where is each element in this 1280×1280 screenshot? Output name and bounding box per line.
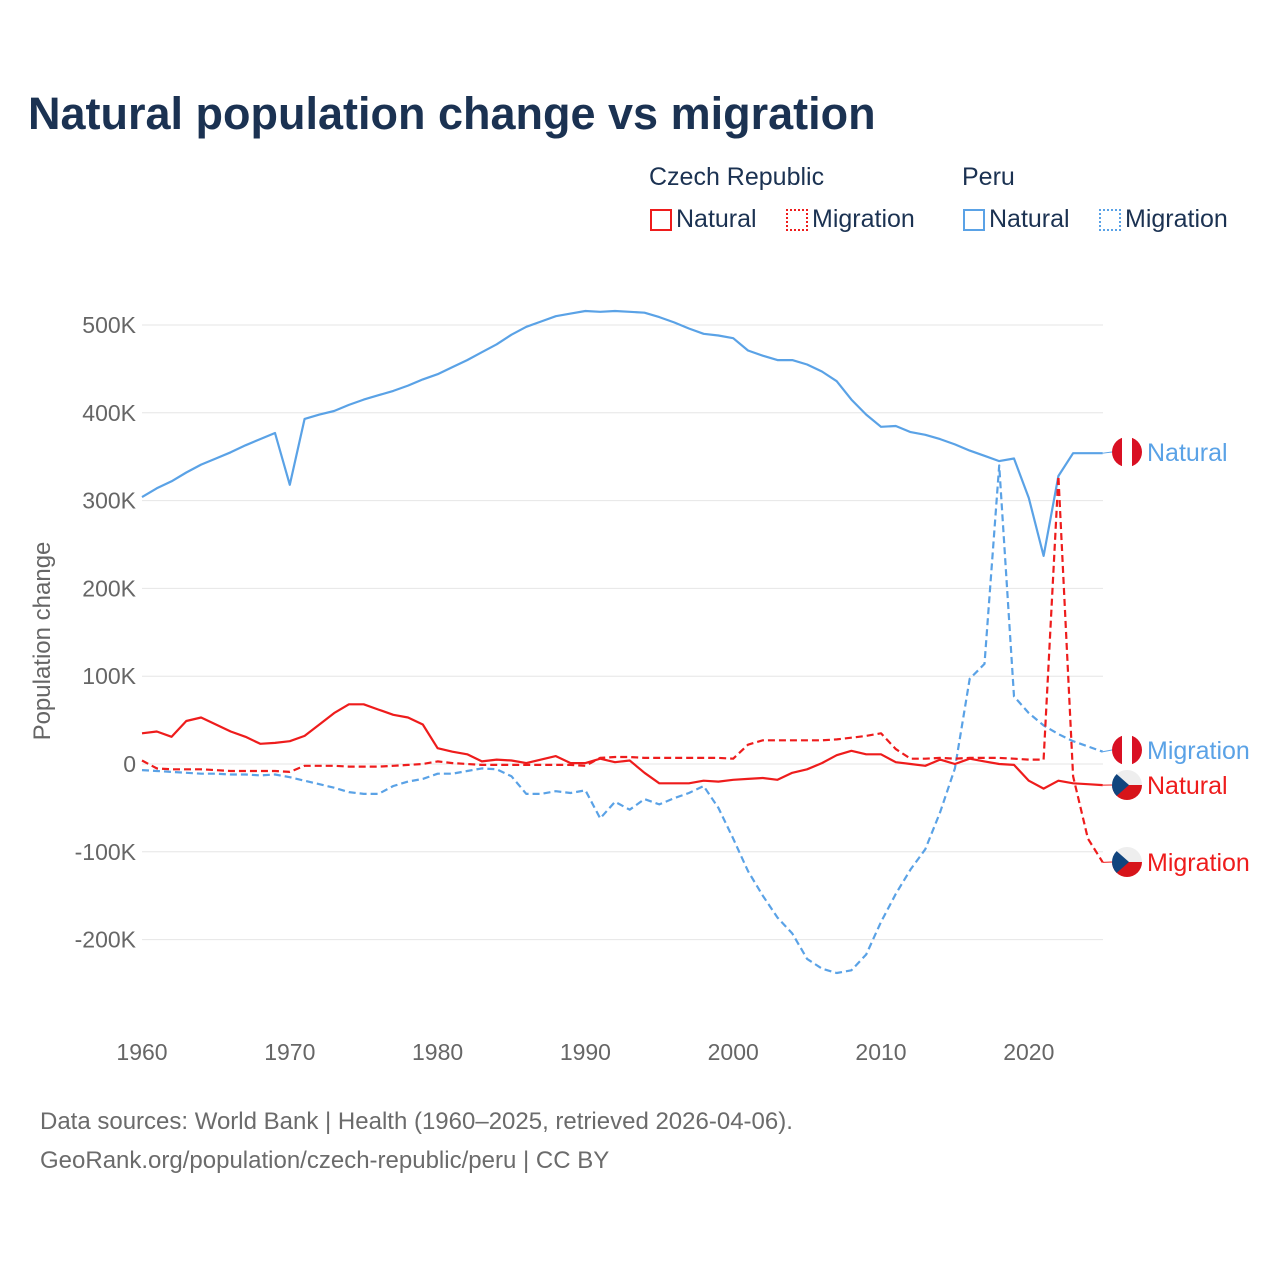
end-label-connector [1102, 749, 1113, 753]
source-link[interactable]: GeoRank.org/population/czech-republic/pe… [40, 1147, 610, 1174]
legend-label: Natural [676, 205, 757, 233]
legend-peru-migration[interactable]: Migration [1099, 205, 1228, 234]
x-tick-label: 1960 [116, 1039, 167, 1065]
series-line-czech-republic-natural[interactable] [141, 703, 1103, 790]
y-tick-label: 0 [123, 751, 136, 777]
czech-flag-icon [1112, 770, 1142, 800]
legend-label: Natural [989, 205, 1070, 233]
end-label-connector [1102, 451, 1113, 454]
legend-group-czech: Czech Republic [649, 163, 825, 191]
x-tick-label: 2000 [708, 1039, 759, 1065]
y-tick-label: 200K [82, 575, 136, 601]
legend-peru-natural[interactable]: Natural [963, 205, 1070, 234]
chart-title: Natural population change vs migration [28, 88, 876, 139]
y-tick-label: 300K [82, 488, 136, 514]
peru-flag-icon [1112, 437, 1142, 467]
series-end-label: Natural [1147, 772, 1228, 800]
legend-label: Migration [812, 205, 915, 233]
x-tick-label: 1990 [560, 1039, 611, 1065]
y-tick-label: -200K [75, 927, 137, 953]
x-tick-label: 2020 [1003, 1039, 1054, 1065]
y-tick-label: 100K [82, 663, 136, 689]
solid-swatch-icon [963, 208, 985, 231]
y-tick-label: -100K [75, 839, 137, 865]
y-axis-label: Population change [29, 542, 56, 741]
series-end-label: Migration [1147, 737, 1250, 765]
legend-czech-natural[interactable]: Natural [650, 205, 757, 234]
solid-swatch-icon [650, 208, 672, 231]
dotted-swatch-icon [786, 208, 808, 231]
dotted-swatch-icon [1099, 208, 1121, 231]
x-tick-label: 2010 [855, 1039, 906, 1065]
series-end-label: Natural [1147, 439, 1228, 467]
czech-flag-icon [1112, 847, 1142, 877]
legend-label: Migration [1125, 205, 1228, 233]
source-note: Data sources: World Bank | Health (1960–… [40, 1108, 793, 1135]
y-tick-label: 400K [82, 400, 136, 426]
x-tick-label: 1970 [264, 1039, 315, 1065]
series-line-czech-republic-migration[interactable] [141, 474, 1104, 863]
series-line-peru-natural[interactable] [141, 309, 1103, 558]
peru-flag-icon [1112, 735, 1142, 765]
series-end-label: Migration [1147, 849, 1250, 877]
series-line-peru-migration[interactable] [141, 464, 1104, 975]
x-tick-label: 1980 [412, 1039, 463, 1065]
legend-czech-migration[interactable]: Migration [786, 205, 915, 234]
legend-group-peru: Peru [962, 163, 1015, 191]
y-tick-label: 500K [82, 312, 136, 338]
